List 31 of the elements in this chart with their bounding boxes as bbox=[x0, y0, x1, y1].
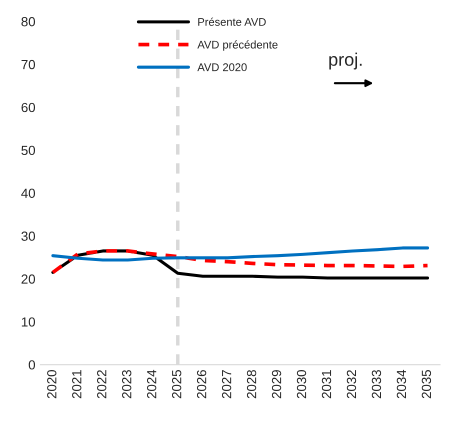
y-tick-label: 40 bbox=[21, 188, 36, 198]
y-tick-label: 80 bbox=[21, 17, 36, 26]
x-tick-label: 2021 bbox=[72, 370, 82, 398]
legend-label: AVD précédente bbox=[197, 40, 278, 51]
x-tick-label: 2028 bbox=[246, 370, 256, 398]
x-tick-label: 2020 bbox=[47, 370, 56, 398]
y-tick-label: 0 bbox=[28, 360, 36, 370]
y-tick-label: 10 bbox=[22, 317, 36, 327]
x-tick-label: 2025 bbox=[172, 370, 182, 398]
x-tick-label: 2029 bbox=[272, 370, 282, 398]
x-tick-label: 2035 bbox=[422, 370, 432, 398]
line-series bbox=[51, 246, 430, 262]
x-tick-label: 2033 bbox=[372, 370, 382, 398]
line-series bbox=[51, 249, 430, 274]
x-tick-label: 2023 bbox=[122, 370, 132, 398]
x-tick-label: 2026 bbox=[196, 370, 206, 398]
y-tick-label: 20 bbox=[22, 274, 36, 284]
y-tick-label: 50 bbox=[21, 146, 36, 156]
x-tick-label: 2022 bbox=[97, 370, 106, 398]
legend-label: AVD 2020 bbox=[197, 63, 247, 72]
x-tick-label: 2032 bbox=[346, 370, 356, 398]
y-tick-label: 30 bbox=[21, 232, 36, 241]
x-tick-label: 2034 bbox=[396, 370, 406, 398]
legend-label: Présente AVD bbox=[198, 18, 266, 26]
x-tick-label: 2024 bbox=[147, 370, 156, 398]
annotation: proj. bbox=[329, 52, 362, 70]
y-tick-label: 70 bbox=[22, 60, 36, 70]
x-tick-label: 2030 bbox=[296, 370, 306, 398]
x-tick-label: 2027 bbox=[222, 370, 232, 398]
y-tick-label: 60 bbox=[22, 102, 36, 112]
x-tick-label: 2031 bbox=[322, 370, 332, 398]
